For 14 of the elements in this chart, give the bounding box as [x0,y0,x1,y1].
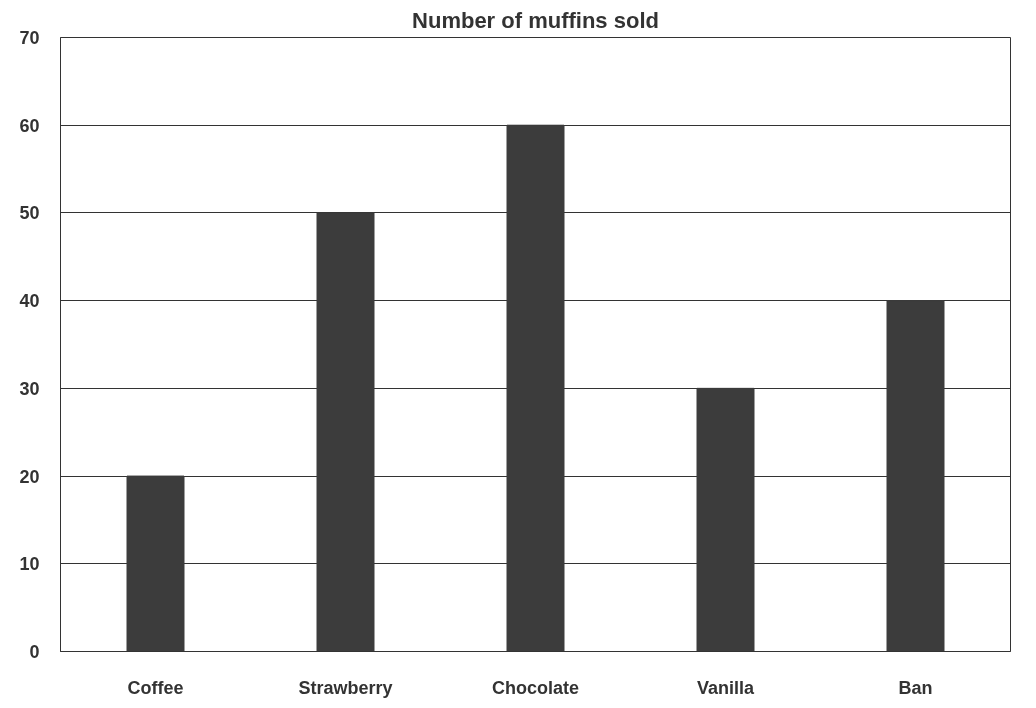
x-tick-label: Strawberry [298,677,393,698]
x-tick-label: Vanilla [696,677,756,698]
y-tick-label: 70 [19,28,40,48]
chart-title: Number of muffins sold [412,7,659,33]
y-tick-label: 30 [19,378,40,399]
x-tick-label: Coffee [127,677,184,698]
y-tick-label: 20 [19,466,40,487]
y-tick-label: 0 [29,642,40,662]
x-tick-label: Ban [898,677,933,698]
y-tick-label: 40 [19,291,40,312]
y-tick-label: 50 [19,203,40,224]
x-tick-label: Chocolate [491,677,580,698]
y-tick-label: 60 [19,115,40,136]
y-tick-label: 10 [19,554,40,575]
